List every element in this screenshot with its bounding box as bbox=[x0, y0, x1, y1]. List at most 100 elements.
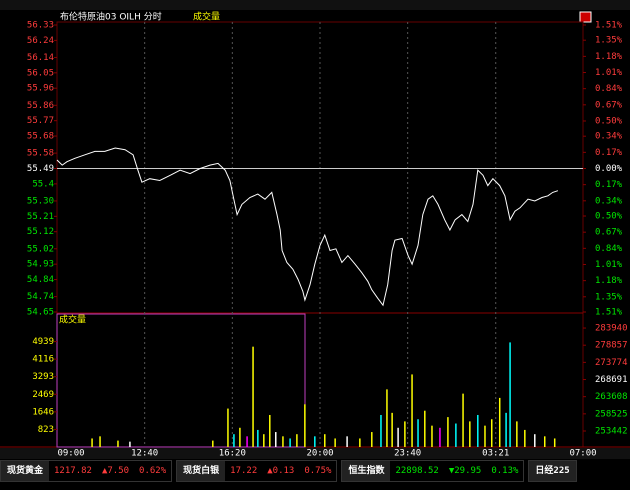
y2-tick-label: 1.51% bbox=[595, 21, 623, 31]
x-tick-label: 12:40 bbox=[131, 449, 158, 459]
volume-bar bbox=[404, 421, 406, 447]
indicator-title: 成交量 bbox=[193, 11, 220, 23]
y-tick-label: 54.84 bbox=[27, 275, 54, 285]
y-tick-label: 55.02 bbox=[27, 244, 54, 254]
quote-name: 日经225 bbox=[529, 461, 576, 481]
volume-bar bbox=[386, 389, 388, 447]
y2-tick-label: 253442 bbox=[595, 427, 628, 437]
y-tick-label: 54.93 bbox=[27, 260, 54, 270]
volume-bar bbox=[462, 393, 464, 447]
volume-bar bbox=[455, 423, 457, 447]
y-tick-label: 4939 bbox=[32, 337, 54, 347]
volume-bar bbox=[252, 346, 254, 447]
y-tick-label: 823 bbox=[38, 425, 54, 435]
volume-bar bbox=[534, 434, 536, 447]
volume-bar bbox=[117, 440, 119, 447]
y2-tick-label: 1.51% bbox=[595, 308, 623, 318]
y2-tick-label: 263608 bbox=[595, 392, 628, 402]
y-tick-label: 55.86 bbox=[27, 101, 54, 111]
volume-bar bbox=[91, 438, 93, 447]
volume-bar bbox=[263, 434, 265, 447]
volume-bar bbox=[490, 419, 493, 447]
y2-tick-label: 0.17% bbox=[595, 180, 623, 190]
quote-pct: 0.62% bbox=[139, 466, 167, 476]
volume-bar bbox=[324, 434, 326, 447]
y-tick-label: 55.96 bbox=[27, 84, 54, 94]
quote-item[interactable]: 日经225 bbox=[528, 460, 577, 482]
x-tick-label: 07:00 bbox=[569, 449, 596, 459]
y-tick-label: 2469 bbox=[32, 390, 54, 400]
status-bar: 现货黄金 1217.82 ▲7.50 0.62% 现货白银 17.22 ▲0.13 0.75%… bbox=[0, 460, 630, 482]
volume-bar bbox=[269, 414, 271, 447]
quote-change: ▲0.13 bbox=[267, 466, 295, 476]
quote-price: 22898.52 bbox=[395, 466, 439, 476]
volume-bar bbox=[484, 425, 486, 447]
volume-bar bbox=[417, 419, 419, 447]
y-tick-label: 56.05 bbox=[27, 68, 54, 78]
price-line bbox=[56, 147, 559, 307]
quote-name: 恒生指数 bbox=[342, 461, 391, 481]
volume-bar bbox=[553, 438, 556, 447]
volume-bar bbox=[469, 421, 471, 447]
y2-tick-label: 1.01% bbox=[595, 68, 623, 78]
quote-change: ▼29.95 bbox=[448, 466, 482, 476]
volume-bar bbox=[296, 434, 298, 447]
volume-bar bbox=[257, 429, 259, 447]
y-tick-label: 54.65 bbox=[27, 308, 54, 318]
volume-bar bbox=[359, 438, 361, 447]
volume-bar bbox=[239, 427, 241, 447]
top-bar bbox=[0, 0, 630, 10]
quote-pct: 0.13% bbox=[491, 466, 519, 476]
quote-item[interactable]: 现货白银 17.22 ▲0.13 0.75% bbox=[176, 460, 338, 482]
y2-tick-label: 0.50% bbox=[595, 212, 623, 222]
highlight-box bbox=[56, 313, 306, 448]
close-icon[interactable] bbox=[579, 11, 592, 23]
volume-bar bbox=[314, 436, 316, 447]
volume-bar bbox=[289, 438, 291, 447]
y2-tick-label: 0.84% bbox=[595, 244, 623, 254]
y-tick-label: 55.4 bbox=[32, 179, 54, 189]
x-axis-band bbox=[0, 448, 630, 459]
volume-bar bbox=[524, 429, 526, 447]
volume-bar bbox=[227, 408, 229, 447]
volume-bar bbox=[334, 438, 336, 447]
y2-tick-label: 0.84% bbox=[595, 84, 623, 94]
volume-bar bbox=[129, 441, 131, 447]
y2-tick-label: 1.18% bbox=[595, 52, 623, 62]
volume-bar bbox=[543, 436, 546, 447]
y2-tick-label: 1.35% bbox=[595, 292, 623, 302]
x-tick-label: 03:21 bbox=[482, 449, 509, 459]
y2-tick-label: 0.34% bbox=[595, 196, 623, 206]
volume-bar bbox=[509, 342, 511, 447]
volume-bar bbox=[505, 412, 507, 447]
volume-bar bbox=[275, 432, 277, 447]
x-tick-label: 09:00 bbox=[57, 449, 84, 459]
y-tick-label: 1646 bbox=[32, 407, 54, 417]
quote-pct: 0.75% bbox=[304, 466, 332, 476]
volume-bar bbox=[371, 432, 373, 447]
volume-bar bbox=[498, 397, 501, 447]
quote-price: 1217.82 bbox=[54, 466, 92, 476]
volume-bar bbox=[447, 417, 449, 447]
y-tick-label: 4116 bbox=[32, 355, 54, 365]
quote-price: 17.22 bbox=[230, 466, 258, 476]
y-tick-label: 55.21 bbox=[27, 212, 54, 222]
y-tick-label: 56.33 bbox=[27, 21, 54, 31]
y-tick-label: 54.74 bbox=[27, 292, 54, 302]
y-tick-label: 55.12 bbox=[27, 227, 54, 237]
quote-item[interactable]: 恒生指数 22898.52 ▼29.95 0.13% bbox=[341, 460, 525, 482]
y2-tick-label: 1.18% bbox=[595, 276, 623, 286]
volume-bar bbox=[246, 436, 248, 447]
volume-bar bbox=[380, 414, 382, 447]
volume-bar bbox=[282, 436, 284, 447]
y2-tick-label: 0.67% bbox=[595, 228, 623, 238]
chart: 布伦特原油03 OILH 分时 成交量 成交量 56.33 56.24 56.14 5… bbox=[0, 0, 630, 459]
y2-tick-label: 278857 bbox=[595, 341, 628, 351]
quote-item[interactable]: 现货黄金 1217.82 ▲7.50 0.62% bbox=[0, 460, 173, 482]
y2-tick-label: 0.50% bbox=[595, 116, 623, 126]
y-tick-label: 3293 bbox=[32, 372, 54, 382]
volume-bar bbox=[212, 440, 214, 447]
y2-tick-label: 0.34% bbox=[595, 132, 623, 142]
y-tick-label: 55.68 bbox=[27, 132, 54, 142]
